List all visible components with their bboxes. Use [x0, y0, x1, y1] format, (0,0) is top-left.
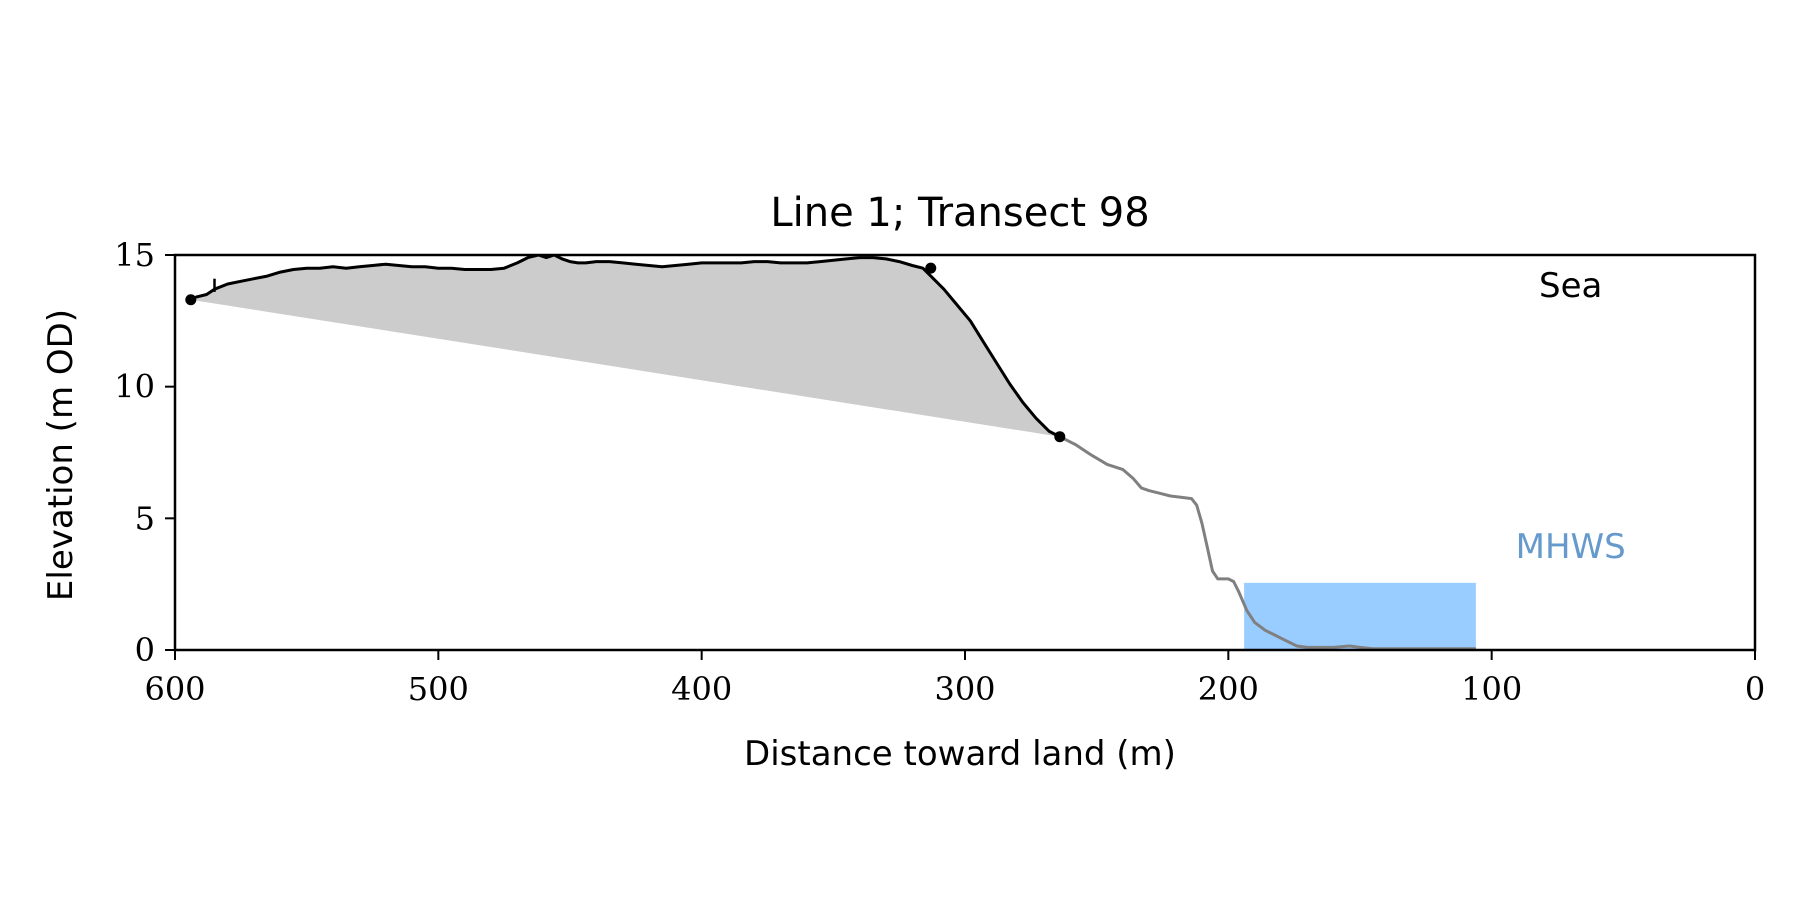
cliff-fill-area — [190, 255, 1060, 437]
y-tick-label: 5 — [135, 499, 155, 537]
x-tick-label: 300 — [934, 670, 995, 708]
annotation-mhws: MHWS — [1516, 527, 1626, 567]
mhws-fill-area — [1244, 582, 1476, 650]
x-tick-label: 600 — [144, 670, 205, 708]
x-axis-label: Distance toward land (m) — [744, 734, 1176, 774]
profile-marker-point — [925, 262, 937, 274]
plot-area: 600 500 400 300 200 100 0 0 5 10 15 Sea MHWS — [114, 236, 1765, 708]
y-axis-label: Elevation (m OD) — [41, 309, 81, 601]
profile-marker-point — [185, 294, 197, 306]
y-tick-label: 15 — [114, 236, 155, 274]
cliff-profile-line — [190, 255, 1061, 439]
foreshore-profile-line — [1059, 435, 1476, 650]
profile-marker-point — [1054, 431, 1066, 443]
x-tick-label: 0 — [1745, 670, 1765, 708]
x-tick-label: 100 — [1461, 670, 1522, 708]
y-tick-label: 0 — [135, 631, 155, 669]
x-tick-label: 200 — [1198, 670, 1259, 708]
y-tick-label: 10 — [114, 368, 155, 406]
annotation-sea: Sea — [1539, 266, 1602, 306]
x-tick-label: 400 — [671, 670, 732, 708]
chart-title: Line 1; Transect 98 — [770, 190, 1149, 236]
x-tick-label: 500 — [408, 670, 469, 708]
